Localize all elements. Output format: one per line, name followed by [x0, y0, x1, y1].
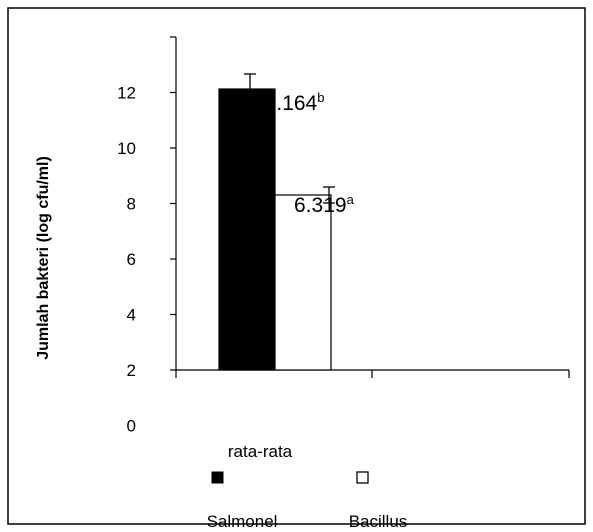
- y-tick-label: 0: [127, 417, 136, 436]
- legend: Salmonel Bacillus: [207, 471, 408, 531]
- error-bars: [244, 73, 335, 204]
- y-tick-label: 8: [127, 195, 136, 214]
- bars: [218, 88, 332, 371]
- error-bar-salmonel: [244, 73, 256, 105]
- y-axis: 0 2 4 6 8 10 12: [117, 36, 177, 436]
- bar-salmonel: [218, 88, 276, 371]
- y-axis-label: Jumlah bakteri (log cfu/ml): [35, 156, 52, 360]
- legend-swatch-bacillus: [356, 471, 369, 484]
- data-label-superscript: a: [347, 192, 355, 207]
- y-tick-label: 4: [127, 306, 136, 325]
- error-bar-bacillus: [323, 186, 335, 204]
- data-labels: 10.164b 6.319a: [253, 90, 355, 217]
- y-tick-label: 10: [117, 139, 136, 158]
- x-category-label: rata-rata: [228, 442, 293, 461]
- legend-swatch-salmonel: [211, 471, 224, 484]
- data-label-salmonel: 10.164b: [253, 90, 324, 115]
- y-tick-label: 12: [117, 84, 136, 103]
- legend-label-salmonel: Salmonel: [207, 512, 278, 531]
- y-tick-label: 2: [127, 361, 136, 380]
- data-label-superscript: b: [317, 90, 324, 105]
- bar-bacillus: [274, 194, 332, 371]
- legend-label-bacillus: Bacillus: [349, 512, 408, 531]
- data-label-bacillus: 6.319a: [294, 192, 355, 217]
- y-tick-label: 6: [127, 250, 136, 269]
